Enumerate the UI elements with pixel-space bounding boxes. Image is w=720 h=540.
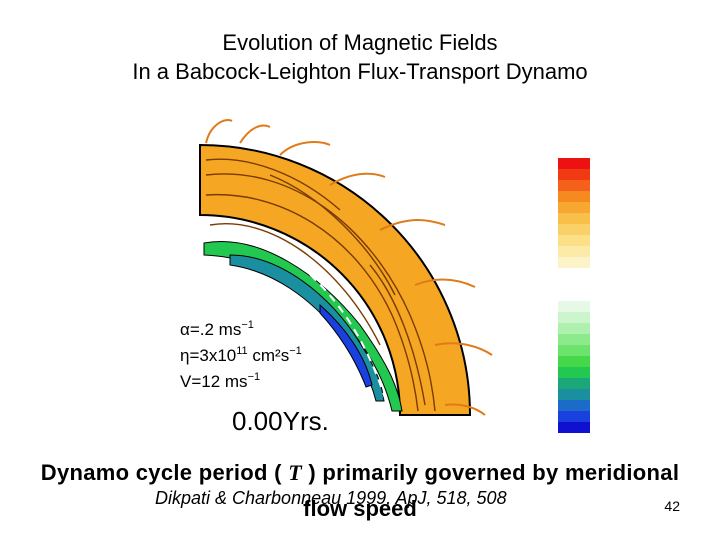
colorbar-segment [558, 345, 590, 356]
colorbar-segment [558, 389, 590, 400]
colorbar-segment [558, 213, 590, 224]
alpha-parameter: α=.2 ms−1 [180, 319, 254, 339]
period-symbol: T [288, 460, 302, 485]
colorbar-segment [558, 169, 590, 180]
colorbar-segment [558, 224, 590, 235]
convection-zone-shell [199, 143, 472, 416]
colorbar-segment [558, 323, 590, 334]
colorbar-segment [558, 400, 590, 411]
tachocline-dashed-line [209, 229, 391, 416]
colorbar-segment [558, 312, 590, 323]
colorbar-segment [558, 356, 590, 367]
dynamo-simulation-image: α=.2 ms−1 η=3x1011 cm²s−1 V=12 ms−1 0.00… [180, 119, 493, 436]
page-number: 42 [664, 498, 680, 514]
colorbar-segment [558, 191, 590, 202]
colorbar-segment [558, 422, 590, 433]
colorbar-segment [558, 257, 590, 268]
colorbar-segment [558, 158, 590, 169]
caption-text-2: ) primarily governed by meridional [301, 460, 680, 485]
caption-text-1: Dynamo cycle period ( [40, 460, 289, 485]
title-line-1: Evolution of Magnetic Fields [222, 30, 498, 55]
colorbar-segment [558, 367, 590, 378]
field-contours [205, 158, 436, 412]
citation: Dikpati & Charbonneau 1999, ApJ, 518, 50… [155, 488, 507, 508]
colorbar-segment [558, 246, 590, 257]
caption-line-2: flow speed [303, 496, 417, 521]
external-field-lines [205, 119, 493, 416]
colorbar-segment [558, 334, 590, 345]
colorbar-segment [558, 268, 590, 301]
negative-field-peak [319, 303, 373, 388]
caption-line-1: Dynamo cycle period ( T ) primarily gove… [0, 460, 720, 486]
colorbar [558, 158, 590, 433]
colorbar-segment [558, 378, 590, 389]
negative-field-core [229, 254, 385, 402]
colorbar-segment [558, 301, 590, 312]
time-label: 0.00Yrs. [232, 406, 329, 436]
eta-parameter: η=3x1011 cm²s−1 [180, 345, 302, 365]
slide-title: Evolution of Magnetic Fields In a Babcoc… [0, 28, 720, 86]
colorbar-segment [558, 411, 590, 422]
colorbar-segment [558, 202, 590, 213]
colorbar-segment [558, 235, 590, 246]
title-line-2: In a Babcock-Leighton Flux-Transport Dyn… [132, 59, 588, 84]
colorbar-segment [558, 180, 590, 191]
velocity-parameter: V=12 ms−1 [180, 371, 260, 391]
